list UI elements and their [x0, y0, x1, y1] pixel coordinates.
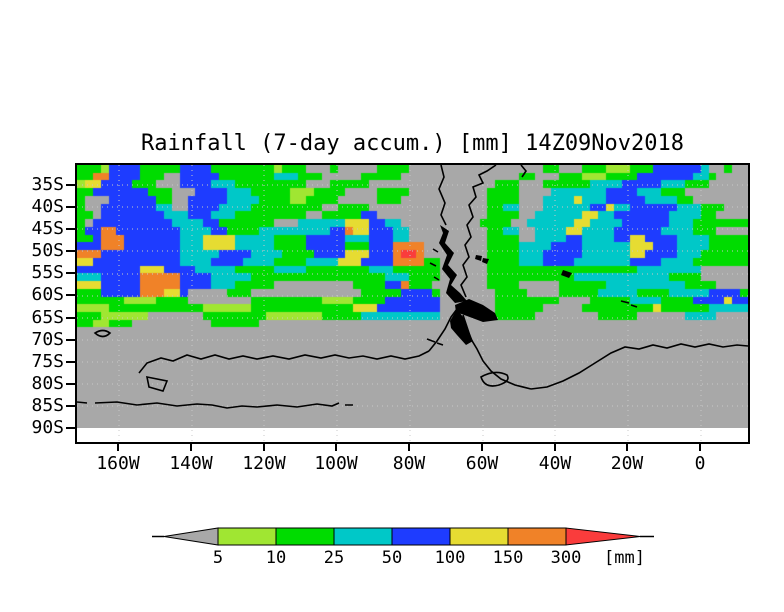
lon-tick — [554, 444, 556, 451]
lat-tick — [66, 383, 75, 385]
coastal-island-loop-peninsula — [480, 371, 509, 387]
antarctic-coast-west — [138, 350, 430, 374]
antarctic-peninsula-coast — [428, 308, 532, 390]
argentina-coast-top — [520, 165, 527, 178]
coastal-island-loop-mid — [145, 375, 169, 392]
lat-tick-label: 80S — [31, 373, 64, 394]
map-overlay-svg — [77, 165, 748, 442]
colorbar-level-label: 5 — [213, 548, 223, 568]
tierra-del-fuego — [455, 299, 498, 322]
lat-tick-label: 40S — [31, 196, 64, 217]
lon-tick-label: 60W — [465, 453, 499, 474]
lon-tick — [699, 444, 701, 451]
chile-archipelago-dashes — [429, 248, 440, 281]
lat-tick — [66, 250, 75, 252]
colorbar-level-label: 150 — [493, 548, 524, 568]
colorbar-level-label: 300 — [551, 548, 582, 568]
colorbar-level-label: 50 — [382, 548, 402, 568]
lat-tick — [66, 228, 75, 230]
falkland-islands — [475, 255, 489, 264]
lat-tick-label: 55S — [31, 262, 64, 283]
colorbar-level-label: 25 — [324, 548, 344, 568]
chart-title: Rainfall (7-day accum.) [mm] 14Z09Nov201… — [140, 131, 685, 156]
lat-tick — [66, 317, 75, 319]
lat-tick-label: 85S — [31, 395, 64, 416]
colorbar-segment — [333, 527, 393, 546]
lat-tick-label: 70S — [31, 329, 64, 350]
antarctic-peninsula-ridge — [450, 309, 473, 345]
lon-tick-label: 40W — [538, 453, 572, 474]
coastlines — [77, 165, 748, 409]
lat-tick-label: 90S — [31, 417, 64, 438]
lat-tick-label: 50S — [31, 240, 64, 261]
lon-tick — [263, 444, 265, 451]
lon-tick-label: 80W — [392, 453, 426, 474]
colorbar-segment — [449, 527, 509, 546]
colorbar-under-arrow — [163, 527, 219, 546]
island-dashes — [426, 300, 638, 346]
colorbar: 5 10 25 50 100 150 300 [mm] — [152, 527, 654, 568]
coastal-island-loop-west — [93, 329, 112, 338]
lon-tick — [117, 444, 119, 451]
lat-tick — [66, 272, 75, 274]
lat-tick — [66, 339, 75, 341]
map-frame — [75, 163, 750, 444]
lon-tick — [626, 444, 628, 451]
south-america-west-coast — [438, 165, 447, 226]
lat-tick-label: 75S — [31, 351, 64, 372]
lon-tick — [335, 444, 337, 451]
lat-tick-label: 60S — [31, 284, 64, 305]
colorbar-segment — [391, 527, 451, 546]
lat-tick-label: 35S — [31, 174, 64, 195]
colorbar-level-label: 100 — [435, 548, 466, 568]
antarctic-coast-weddell — [530, 343, 748, 390]
colorbar-segment — [507, 527, 567, 546]
lat-tick — [66, 294, 75, 296]
lat-tick-label: 45S — [31, 218, 64, 239]
colorbar-segment — [275, 527, 335, 546]
graticule-gridlines — [77, 165, 748, 442]
lon-tick-label: 0 — [694, 453, 706, 474]
lon-tick-label: 100W — [314, 453, 358, 474]
south-georgia-island — [561, 270, 572, 278]
colorbar-over-arrow — [565, 527, 641, 546]
lon-tick-label: 120W — [242, 453, 286, 474]
andes-icefield — [439, 225, 467, 303]
lon-tick — [408, 444, 410, 451]
lon-tick-label: 20W — [610, 453, 644, 474]
lat-tick — [66, 206, 75, 208]
colorbar-level-label: 10 — [266, 548, 286, 568]
lon-tick — [481, 444, 483, 451]
colorbar-segment — [217, 527, 277, 546]
lat-tick — [66, 361, 75, 363]
lat-tick-label: 65S — [31, 307, 64, 328]
lon-tick — [190, 444, 192, 451]
antarctic-coast-85s — [77, 401, 353, 409]
lat-tick — [66, 427, 75, 429]
lat-tick — [66, 405, 75, 407]
lon-tick-label: 140W — [169, 453, 213, 474]
lon-tick-label: 160W — [96, 453, 140, 474]
colorbar-unit-label: [mm] — [604, 548, 645, 568]
south-america-east-coast — [460, 165, 497, 298]
lat-tick — [66, 184, 75, 186]
